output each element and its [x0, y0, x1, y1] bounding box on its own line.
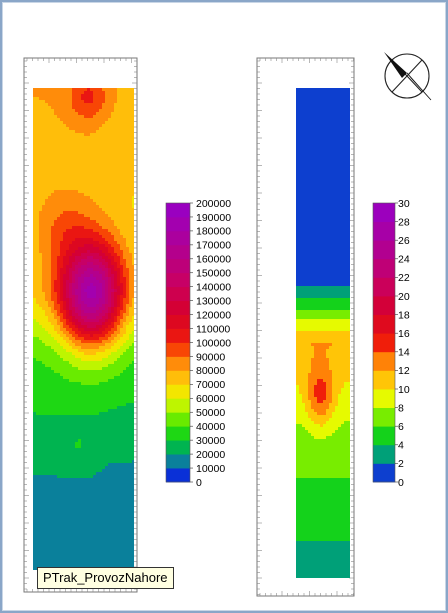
colorbar-swatch [166, 342, 190, 357]
colorbar-swatch [373, 203, 395, 222]
colorbar-tick-label: 60000 [196, 393, 225, 405]
colorbar-tick-label: 190000 [196, 212, 231, 224]
colorbar-swatch [373, 314, 395, 334]
colorbar-tick-label: 10000 [196, 463, 225, 475]
colorbar-swatch [373, 370, 395, 390]
colorbar-swatch [373, 277, 395, 297]
colorbar-swatch [166, 370, 190, 385]
colorbar-swatch [373, 221, 395, 241]
colorbar-swatch [166, 272, 190, 288]
colorbar-tick-label: 140000 [196, 282, 231, 294]
colorbar-swatch [373, 407, 395, 427]
colorbar-swatch [373, 426, 395, 446]
colorbar-swatch [373, 351, 395, 371]
colorbar-tick-label: 26 [398, 235, 410, 247]
colorbar-swatch [373, 240, 395, 260]
colorbar-swatch [373, 389, 395, 408]
colorbar-tick-label: 170000 [196, 240, 231, 252]
colorbar-tick-label: 8 [398, 402, 404, 414]
colorbar-tick-label: 120000 [196, 309, 231, 321]
colorbar-swatch [166, 314, 190, 329]
north-arrow-icon [384, 52, 432, 101]
colorbar-swatch [166, 244, 190, 260]
colorbar-tick-label: 18 [398, 309, 410, 321]
colorbar-tick-label: 4 [398, 440, 404, 452]
colorbar-swatch [373, 258, 395, 278]
colorbar-tick-label: 160000 [196, 254, 231, 266]
colorbar-swatch [166, 398, 190, 413]
right-contour-field [296, 88, 350, 578]
colorbar-swatch [166, 412, 190, 427]
colorbar-tick-label: 0 [398, 477, 404, 489]
colorbar-swatch [166, 426, 190, 441]
colorbar-tick-label: 180000 [196, 226, 231, 238]
colorbar-tick-label: 6 [398, 421, 404, 433]
colorbar-tick-label: 50000 [196, 407, 225, 419]
colorbar-tick-label: 130000 [196, 295, 231, 307]
colorbar-tick-label: 24 [398, 254, 410, 266]
colorbar-tick-label: 20 [398, 291, 410, 303]
colorbar-swatch [373, 333, 395, 353]
colorbar-tick-label: 200000 [196, 198, 231, 210]
colorbar-swatch [166, 216, 190, 232]
colorbar-tick-label: 0 [196, 477, 202, 489]
colorbar-swatch [166, 203, 190, 218]
colorbar-swatch [166, 356, 190, 371]
layer-name-tooltip: PTrak_ProvozNahore [37, 567, 174, 589]
colorbar-tick-label: 100000 [196, 337, 231, 349]
colorbar-tick-label: 80000 [196, 365, 225, 377]
left-colorbar: 0 10000 20000 30000 40000 50000 60000 70000 8000… [165, 198, 231, 489]
colorbar-tick-label: 22 [398, 272, 410, 284]
colorbar-tick-label: 20000 [196, 449, 225, 461]
colorbar-swatch [373, 296, 395, 315]
colorbar-tick-label: 14 [398, 347, 410, 359]
colorbar-swatch [373, 444, 395, 464]
colorbar-swatch [166, 384, 190, 399]
left-contour-field [33, 88, 134, 570]
colorbar-tick-label: 150000 [196, 268, 231, 280]
colorbar-tick-label: 70000 [196, 379, 225, 391]
colorbar-tick-label: 30 [398, 198, 410, 210]
colorbar-swatch [166, 468, 190, 483]
colorbar-swatch [166, 328, 190, 343]
colorbar-tick-label: 110000 [196, 323, 230, 335]
colorbar-tick-label: 10 [398, 384, 410, 396]
colorbar-tick-label: 12 [398, 365, 410, 377]
colorbar-swatch [166, 300, 190, 315]
colorbar-tick-label: 16 [398, 328, 410, 340]
colorbar-swatch [166, 440, 190, 455]
colorbar-swatch [166, 286, 190, 302]
colorbar-tick-label: 30000 [196, 435, 225, 447]
colorbar-tick-label: 90000 [196, 351, 225, 363]
colorbar-tick-label: 28 [398, 216, 410, 228]
colorbar-swatch [166, 454, 190, 469]
colorbar-swatch [166, 258, 190, 274]
colorbar-tick-label: 40000 [196, 421, 225, 433]
colorbar-tick-label: 2 [398, 458, 404, 470]
colorbar-swatch [166, 230, 190, 246]
colorbar-swatch [373, 463, 395, 483]
